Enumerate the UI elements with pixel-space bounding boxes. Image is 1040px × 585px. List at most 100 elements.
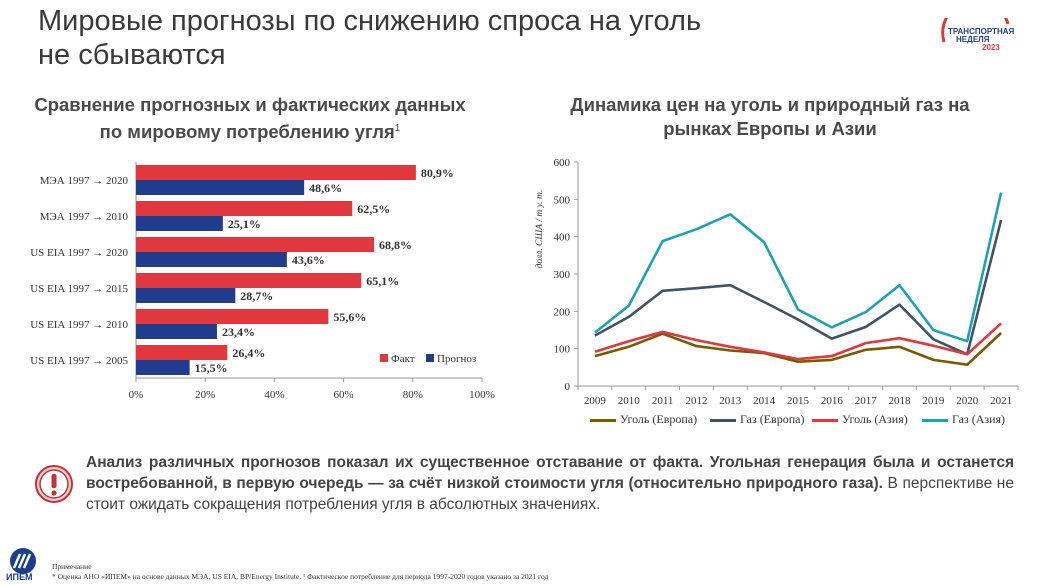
line-x-tick-label: 2013 [719,395,742,407]
bar-fact [136,345,228,360]
logo-line1: ТРАНСПОРТНАЯ [948,27,1014,36]
line-y-axis-label: долл. США / т у. т. [534,190,545,269]
bar-chart: 0% 20% 40% 60% 80% 100% МЭА 1997 → 2020 80,9% 48… [30,162,495,401]
legend-item-coal-asia: Уголь (Азия) [812,412,908,427]
line-x-tick-label: 2011 [652,395,674,407]
line-y-tick-label: 0 [565,381,571,393]
line-series-1 [594,219,1003,356]
bar-forecast [136,288,236,303]
legend-item-coal-europe: Уголь (Европа) [590,412,697,427]
bar-forecast [136,216,223,231]
line-series-2 [594,322,1002,361]
bar-fact [136,165,416,180]
line-chart: 0 100 200 300 400 500 600 2009 2010 2011 2012 2013 2… [534,157,1019,407]
bar-legend-label: Прогноз [437,353,476,365]
bar-data-label: 62,5% [357,202,390,216]
bar-data-label: 15,5% [195,361,228,375]
footnote: Примечание * Оценка АНО «ИПЕМ» на основе… [52,562,548,582]
legend-swatch [922,418,948,422]
line-x-tick-label: 2020 [956,395,979,407]
bar-forecast [136,360,190,375]
line-y-tick-label: 400 [554,232,571,244]
bar-fact [136,273,362,288]
line-x-tick-label: 2017 [855,395,878,407]
alert-bold-text: Анализ различных прогнозов показал их су… [86,454,1014,492]
bar-category-label: US EIA 1997 → 2015 [30,283,128,295]
bar-x-tick-label: 100% [469,389,495,401]
bar-data-label: 28,7% [240,289,273,303]
line-x-tick-label: 2014 [753,395,776,407]
bar-data-label: 55,6% [333,310,366,324]
bar-data-label: 26,4% [232,346,265,360]
line-x-tick-label: 2015 [787,395,810,407]
line-y-tick-label: 600 [554,157,571,169]
bar-forecast [136,180,305,195]
bar-category-label: МЭА 1997 → 2010 [40,211,129,223]
line-y-tick-label: 500 [554,194,571,206]
bar-category-label: МЭА 1997 → 2020 [40,175,129,187]
alert-normal-text: В перспективе не стоит ожидать сокращени… [86,475,1014,513]
bar-fact [136,237,375,252]
bar-data-label: 23,4% [222,325,255,339]
footnote-label: Примечание [52,562,92,571]
bar-data-label: 68,8% [379,238,412,252]
bar-fact [136,309,329,324]
logo-line2: НЕДЕЛЯ [956,35,990,44]
logo-arc-icon [941,18,1010,43]
legend-label: Уголь (Азия) [842,412,908,426]
line-chart-title: Динамика цен на уголь и природный газ на… [570,94,970,139]
event-logo: ТРАНСПОРТНАЯ НЕДЕЛЯ 2023 [941,18,1014,52]
bar-x-tick-label: 60% [334,389,354,401]
bar-forecast [136,252,287,267]
line-x-tick-label: 2018 [889,395,912,407]
bar-category-label: US EIA 1997 → 2020 [30,247,128,259]
legend-swatch [812,418,838,422]
bar-data-label: 80,9% [421,166,454,180]
ipem-logo-text: ИПЕМ [6,572,33,582]
bar-chart-title-sup: 1 [394,123,401,134]
page-title: Мировые прогнозы по снижению спроса на у… [38,4,858,72]
legend-swatch [590,418,616,422]
line-y-tick-label: 300 [554,269,571,281]
line-series-3 [594,192,1003,343]
bar-data-label: 43,6% [292,253,325,267]
page-title-line1: Мировые прогнозы по снижению спроса на у… [38,5,702,37]
line-y-tick-label: 100 [554,344,571,356]
line-x-tick-label: 2021 [990,395,1012,407]
bar-x-tick-label: 80% [403,389,423,401]
bar-x-tick-label: 0% [129,389,144,401]
bar-fact [136,201,353,216]
bar-forecast [136,324,217,339]
bar-chart-title: Сравнение прогнозных и фактических данны… [30,93,470,144]
alert-text: Анализ различных прогнозов показал их су… [86,452,1014,515]
bar-legend-swatch [426,354,434,362]
legend-swatch [710,418,736,422]
line-x-tick-label: 2016 [821,395,844,407]
legend-label: Газ (Азия) [952,412,1006,426]
bar-category-label: US EIA 1997 → 2005 [30,355,128,367]
bar-x-tick-label: 20% [195,389,215,401]
ipem-logo-icon [10,548,36,574]
line-y-tick-label: 200 [554,306,571,318]
legend-item-gas-europe: Газ (Европа) [710,412,804,427]
page-title-line2: не сбываются [38,39,226,71]
line-x-tick-label: 2009 [584,395,607,407]
bar-category-label: US EIA 1997 → 2010 [30,319,128,331]
line-x-tick-label: 2019 [922,395,945,407]
footnote-text: * Оценка АНО «ИПЕМ» на основе данных МЭА… [52,572,549,581]
bar-data-label: 48,6% [309,181,342,195]
bar-x-tick-label: 40% [264,389,284,401]
bar-legend-swatch [380,354,388,362]
logo-year: 2023 [982,43,1000,52]
line-chart-legend: Уголь (Европа) Газ (Европа) Уголь (Азия)… [590,412,1010,434]
alert-icon [35,465,73,503]
line-x-tick-label: 2010 [618,395,641,407]
line-series-0 [594,332,1002,366]
bar-chart-title-text: Сравнение прогнозных и фактических данны… [34,94,466,143]
bar-legend-label: Факт [391,353,415,365]
legend-label: Уголь (Европа) [620,412,698,426]
line-x-tick-label: 2012 [685,395,707,407]
bar-data-label: 25,1% [228,217,261,231]
legend-item-gas-asia: Газ (Азия) [922,412,1005,427]
legend-label: Газ (Европа) [740,412,805,426]
